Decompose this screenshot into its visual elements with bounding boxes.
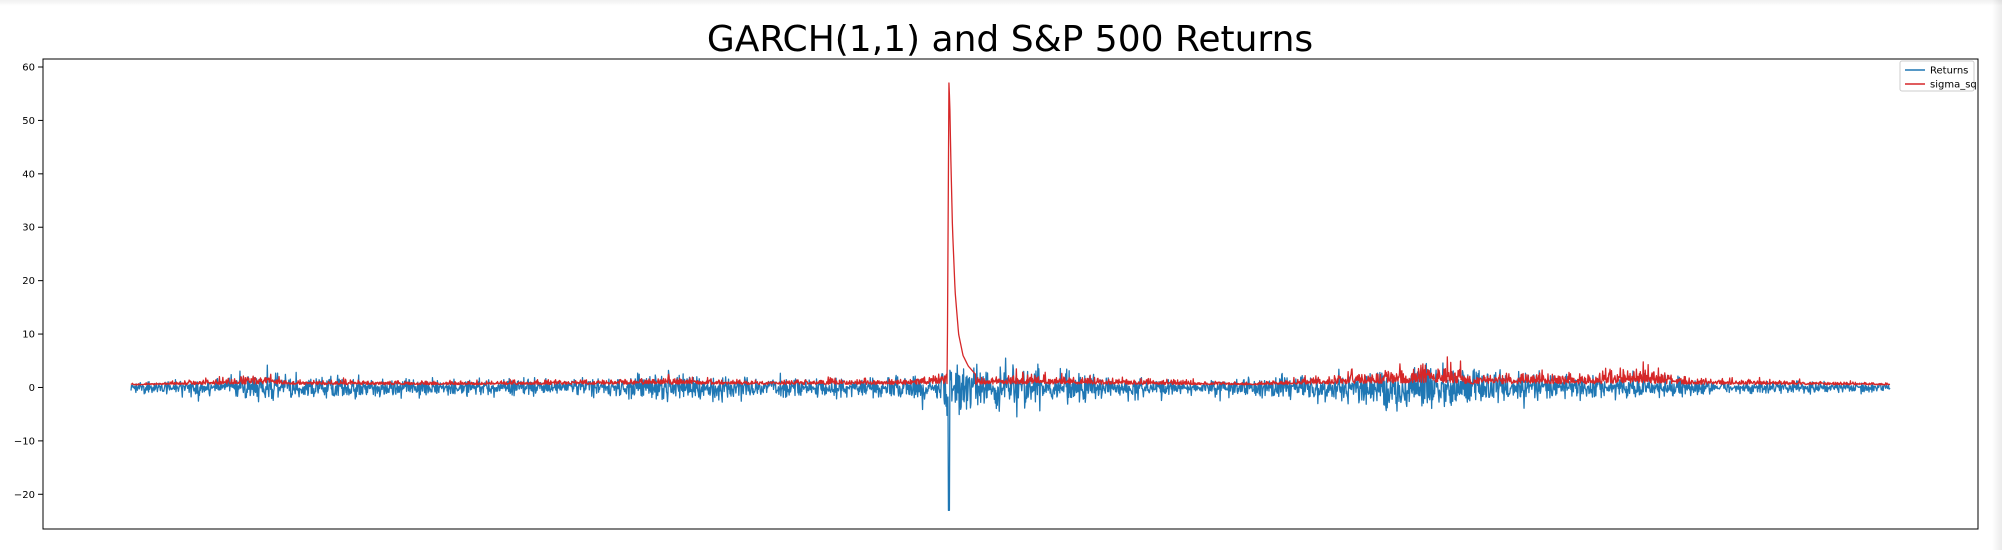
y-tick-label: −20 xyxy=(14,490,35,501)
y-tick-label: −10 xyxy=(14,436,35,447)
y-tick-label: 60 xyxy=(22,63,35,74)
legend-label-sigma-sq: sigma_sq xyxy=(1930,80,1977,91)
y-tick-label: 50 xyxy=(22,116,35,127)
chart-title: GARCH(1,1) and S&P 500 Returns xyxy=(707,19,1313,60)
y-axis: −20 −10 0 10 20 30 40 50 60 xyxy=(14,63,43,501)
y-tick-label: 40 xyxy=(22,169,35,180)
plot-frame xyxy=(42,58,1979,530)
legend-label-returns: Returns xyxy=(1930,66,1968,77)
y-tick-label: 30 xyxy=(22,223,35,234)
legend: Returns sigma_sq xyxy=(1899,60,1977,92)
right-edge-shadow xyxy=(1992,0,2002,550)
y-tick-label: 10 xyxy=(22,330,35,341)
sigma-sq-line xyxy=(130,82,1891,386)
series-layer xyxy=(130,82,1891,511)
y-tick-label: 20 xyxy=(22,276,35,287)
y-tick-label: 0 xyxy=(29,383,35,394)
top-edge-shadow xyxy=(0,0,2002,6)
